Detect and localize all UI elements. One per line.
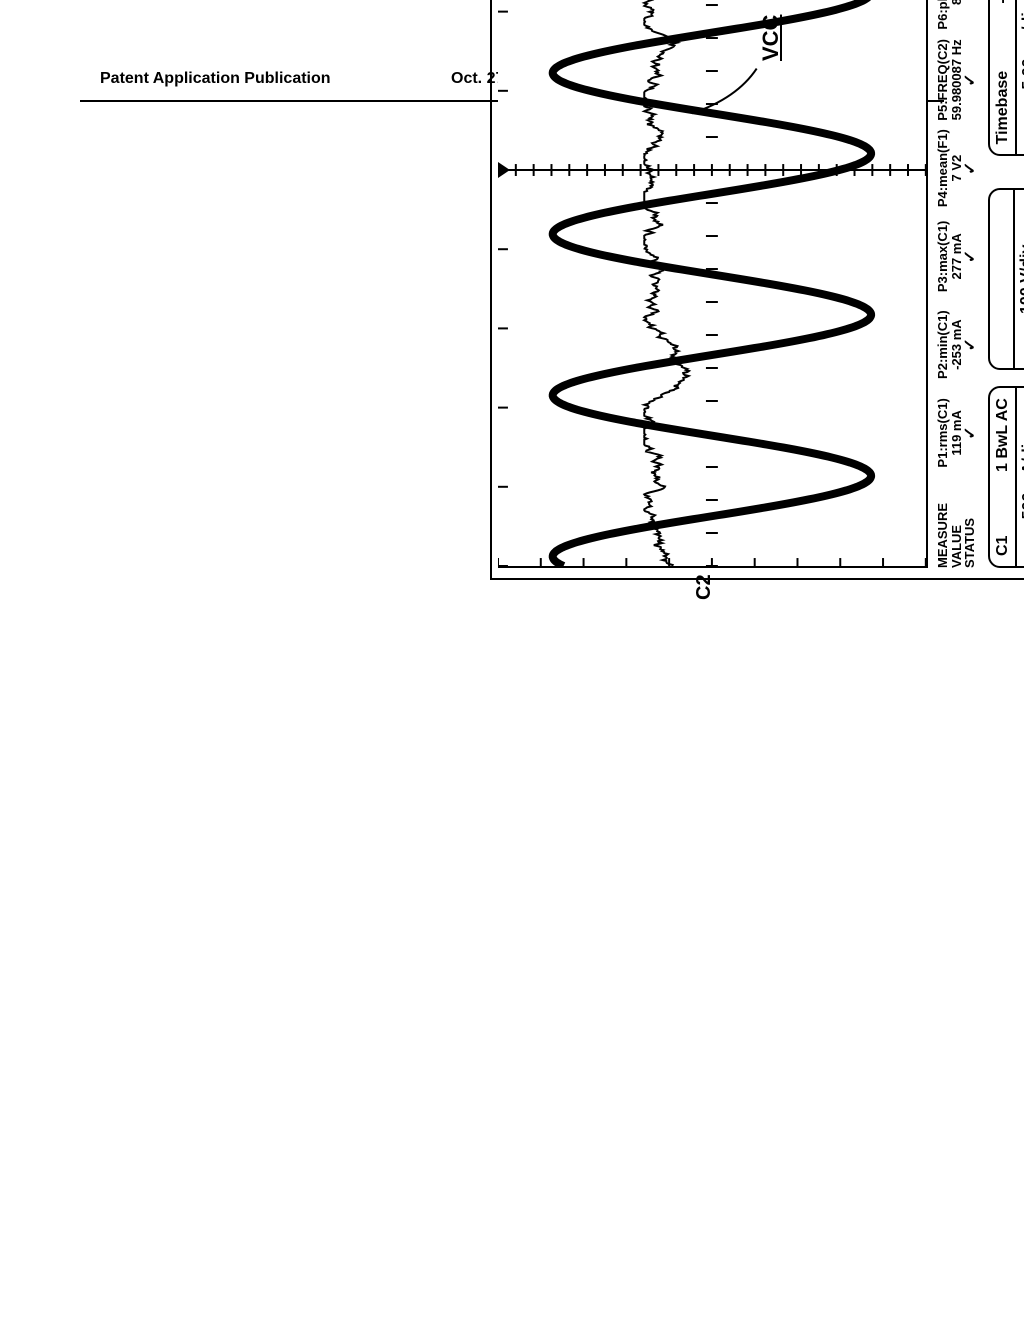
box-c2-l1: 100 V/div bbox=[1018, 200, 1024, 358]
vcc-label: VCC bbox=[758, 15, 784, 61]
box-tb-center: 5.00 ms/div bbox=[1020, 0, 1024, 144]
measurement-cell: P1:rms(C1)119 mA✓ bbox=[936, 390, 980, 476]
measurement-cell: P6:pkpk(C4)80 V✓ bbox=[936, 0, 980, 35]
check-icon: ✓ bbox=[963, 302, 980, 388]
figure: C2 VCC MEASURE VALUE STATUS P1:rms(C1)11… bbox=[490, 0, 1024, 680]
box-c1-left: C1 bbox=[994, 536, 1012, 556]
measurements-table: MEASURE VALUE STATUS P1:rms(C1)119 mA✓P2… bbox=[936, 0, 980, 568]
box-c1: C1 1 BwL AC 500 mA/div 10 mA offset bbox=[988, 386, 1024, 568]
measurement-cell: P3:max(C1)277 mA✓ bbox=[936, 213, 980, 299]
settings-boxes: C1 1 BwL AC 500 mA/div 10 mA offset 100 … bbox=[988, 0, 1024, 568]
box-timebase: Timebase -2.4 ms 5.00 ms/div 250 kS 5.0 … bbox=[988, 0, 1024, 156]
box-tb-right: -2.4 ms bbox=[994, 0, 1012, 4]
box-c1-l1: 500 mA/div bbox=[1020, 398, 1024, 556]
channel-c2-label: C2 bbox=[693, 574, 716, 600]
header-left: Patent Application Publication bbox=[100, 70, 331, 88]
check-icon: ✓ bbox=[963, 37, 980, 123]
check-icon: ✓ bbox=[963, 390, 980, 476]
check-icon: ✓ bbox=[963, 213, 980, 299]
box-c1-right: 1 BwL AC bbox=[994, 398, 1012, 472]
oscilloscope-screen: C2 VCC bbox=[498, 0, 928, 568]
box-c2: 100 V/div 0.0 Voffset bbox=[988, 188, 1024, 370]
check-icon: ✓ bbox=[963, 125, 980, 211]
box-tb-left: Timebase bbox=[994, 71, 1012, 145]
meas-header-1: MEASURE bbox=[936, 478, 950, 568]
measurement-cell: P4:mean(F1)7 V2✓ bbox=[936, 125, 980, 211]
measurement-cell: P5:FREQ(C2)59.980087 Hz✓ bbox=[936, 37, 980, 123]
meas-header-3: STATUS bbox=[963, 478, 977, 568]
check-icon: ✓ bbox=[963, 0, 980, 35]
measurement-cell: P2:min(C1)-253 mA✓ bbox=[936, 302, 980, 388]
scope-svg bbox=[498, 0, 926, 566]
meas-header-2: VALUE bbox=[950, 478, 964, 568]
oscilloscope-readout: C2 VCC MEASURE VALUE STATUS P1:rms(C1)11… bbox=[490, 0, 1024, 580]
